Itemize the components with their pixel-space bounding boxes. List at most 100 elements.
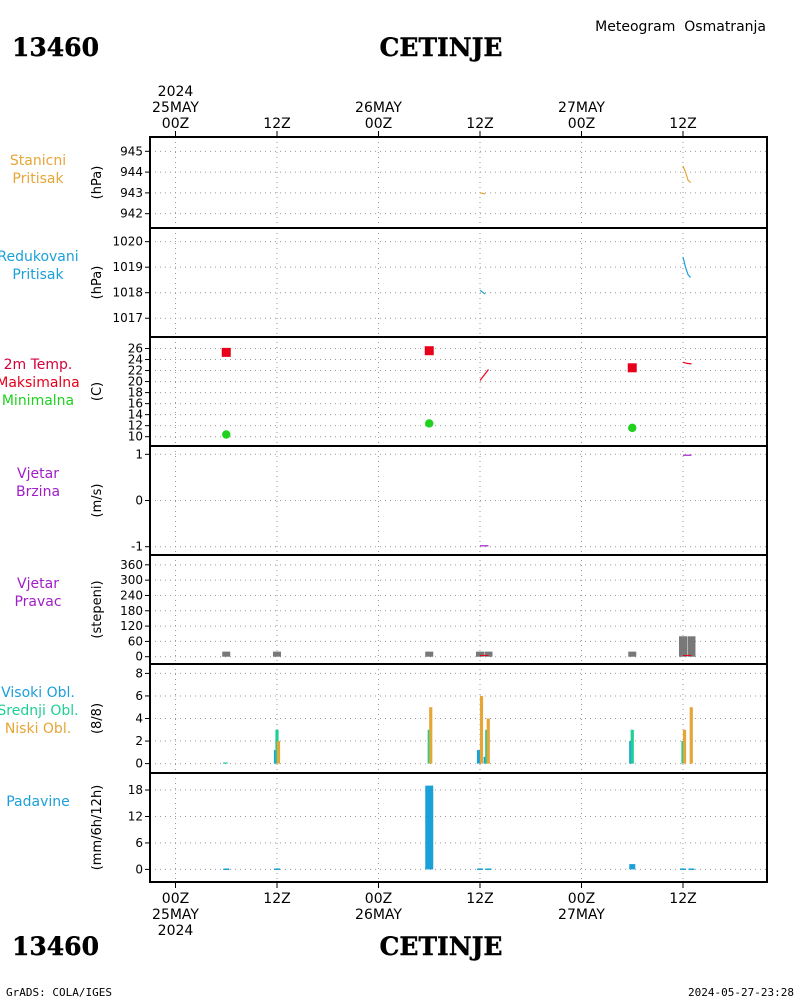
wind-dir-bar xyxy=(476,651,484,657)
wind-dir-bar xyxy=(222,651,231,657)
station_pressure-series-line xyxy=(479,192,486,195)
data-layer xyxy=(221,165,696,871)
wind-dir-bar xyxy=(687,636,696,657)
precipitation-title-line: Padavine xyxy=(6,794,70,810)
cloud-bar-low xyxy=(682,729,687,764)
cloud-bar-low xyxy=(429,707,433,764)
time-label-top: 26MAY xyxy=(355,100,402,116)
time-label-top: 2024 xyxy=(158,84,194,100)
wind_direction-ytick-label: 120 xyxy=(120,619,143,633)
reduced_pressure-series-line xyxy=(479,289,486,295)
tmax-marker xyxy=(221,347,231,357)
wind_direction-ytick-label: 0 xyxy=(135,650,143,664)
station_pressure-title-line: Stanicni xyxy=(10,153,66,169)
station_pressure-ytick-label: 945 xyxy=(120,144,143,158)
wind_direction-ytick-label: 240 xyxy=(120,588,143,602)
reduced_pressure-series-line xyxy=(682,256,692,278)
wind_speed-title-line: Vjetar xyxy=(17,466,59,482)
clouds-ytick-label: 6 xyxy=(135,689,143,703)
time-label-bottom: 27MAY xyxy=(558,907,605,923)
temperature-ytick-label: 24 xyxy=(128,353,143,367)
precipitation-unit-label: (mm/6h/12h) xyxy=(90,785,105,871)
grid-layer xyxy=(150,137,767,882)
clouds-frame xyxy=(149,663,768,774)
time-label-bottom: 00Z xyxy=(365,891,392,907)
tmin-marker xyxy=(425,419,434,428)
clouds-unit-label: (8/8) xyxy=(90,703,105,734)
cloud-bar-low xyxy=(486,718,490,764)
station-id-top: 13460 xyxy=(12,33,99,62)
reduced_pressure-unit-label: (hPa) xyxy=(90,266,105,300)
wind_direction-ytick-label: 300 xyxy=(120,573,143,587)
wind_speed-frame xyxy=(149,445,768,556)
frame-layer xyxy=(149,136,768,883)
wind_direction-ytick-label: 180 xyxy=(120,604,143,618)
precip-bar xyxy=(477,868,483,871)
wind_speed-ytick-label: 0 xyxy=(135,494,143,508)
temperature-frame xyxy=(149,336,768,447)
wind-dir-bar xyxy=(484,651,493,657)
cloud-bar-mid xyxy=(630,729,634,764)
credit-text: GrADS: COLA/IGES xyxy=(6,986,112,999)
wind-dir-bar xyxy=(425,651,434,657)
station-name-bottom: CETINJE xyxy=(380,932,503,961)
wind_speed-ytick-label: 1 xyxy=(135,447,143,461)
clouds-ytick-label: 4 xyxy=(135,712,143,726)
axis-layer: 942943944945(hPa)StanicniPritisak1017101… xyxy=(0,84,697,939)
station_pressure-series-line xyxy=(682,165,691,183)
precip-bar xyxy=(688,868,695,871)
temperature-ytick-label: 14 xyxy=(128,408,143,422)
time-label-bottom: 26MAY xyxy=(355,907,402,923)
temperature-ytick-label: 10 xyxy=(128,430,143,444)
footer: 13460 CETINJE GrADS: COLA/IGES 2024-05-2… xyxy=(6,932,794,999)
wind-dir-bar xyxy=(273,651,281,657)
precip-bar xyxy=(223,868,230,871)
wind_direction-frame xyxy=(149,554,768,665)
tmax-marker xyxy=(424,346,434,356)
reduced_pressure-ytick-label: 1020 xyxy=(112,235,143,249)
clouds-ytick-label: 0 xyxy=(135,757,143,771)
precipitation-ytick-label: 0 xyxy=(135,862,143,876)
time-label-top: 12Z xyxy=(669,116,696,132)
wind_direction-ytick-label: 60 xyxy=(128,634,143,648)
wind_speed-ytick-label: -1 xyxy=(131,540,143,554)
wind_direction-unit-label: (stepeni) xyxy=(90,580,105,638)
reduced_pressure-ytick-label: 1018 xyxy=(112,286,143,300)
cloud-bar-low xyxy=(276,741,281,764)
wind_direction-title-line: Vjetar xyxy=(17,576,59,592)
reduced_pressure-frame xyxy=(149,227,768,338)
temperature-ytick-label: 20 xyxy=(128,375,143,389)
temperature-series-line xyxy=(682,361,692,365)
temperature-title-line: Minimalna xyxy=(2,393,74,409)
clouds-ytick-label: 8 xyxy=(135,666,143,680)
header: 13460 CETINJE Meteogram Osmatranja xyxy=(12,19,766,62)
temperature-title-line: 2m Temp. xyxy=(4,357,73,373)
cloud-bar-low xyxy=(689,707,693,764)
generated-timestamp: 2024-05-27-23:28 xyxy=(688,986,794,999)
clouds-ytick-label: 2 xyxy=(135,734,143,748)
station-id-bottom: 13460 xyxy=(12,932,99,961)
clouds-title-line: Niski Obl. xyxy=(5,721,71,737)
station_pressure-frame xyxy=(149,136,768,229)
wind_speed-unit-label: (m/s) xyxy=(90,484,105,518)
station-name-top: CETINJE xyxy=(380,33,503,62)
time-label-top: 00Z xyxy=(162,116,189,132)
tmin-marker xyxy=(628,423,637,433)
precip-bar xyxy=(485,868,492,871)
temperature-unit-label: (C) xyxy=(90,382,105,401)
time-label-bottom: 00Z xyxy=(568,891,595,907)
clouds-title-line: Srednji Obl. xyxy=(0,703,79,719)
time-label-top: 00Z xyxy=(568,116,595,132)
station_pressure-ytick-label: 943 xyxy=(120,186,143,200)
time-label-bottom: 12Z xyxy=(669,891,696,907)
wind_direction-ytick-label: 360 xyxy=(120,558,143,572)
reduced_pressure-ytick-label: 1017 xyxy=(112,311,143,325)
time-label-bottom: 12Z xyxy=(466,891,493,907)
wind-dir-bar xyxy=(628,651,637,657)
station_pressure-ytick-label: 942 xyxy=(120,207,143,221)
station_pressure-unit-label: (hPa) xyxy=(90,166,105,200)
station_pressure-ytick-label: 944 xyxy=(120,165,143,179)
time-label-top: 00Z xyxy=(365,116,392,132)
station_pressure-title-line: Pritisak xyxy=(12,171,64,187)
